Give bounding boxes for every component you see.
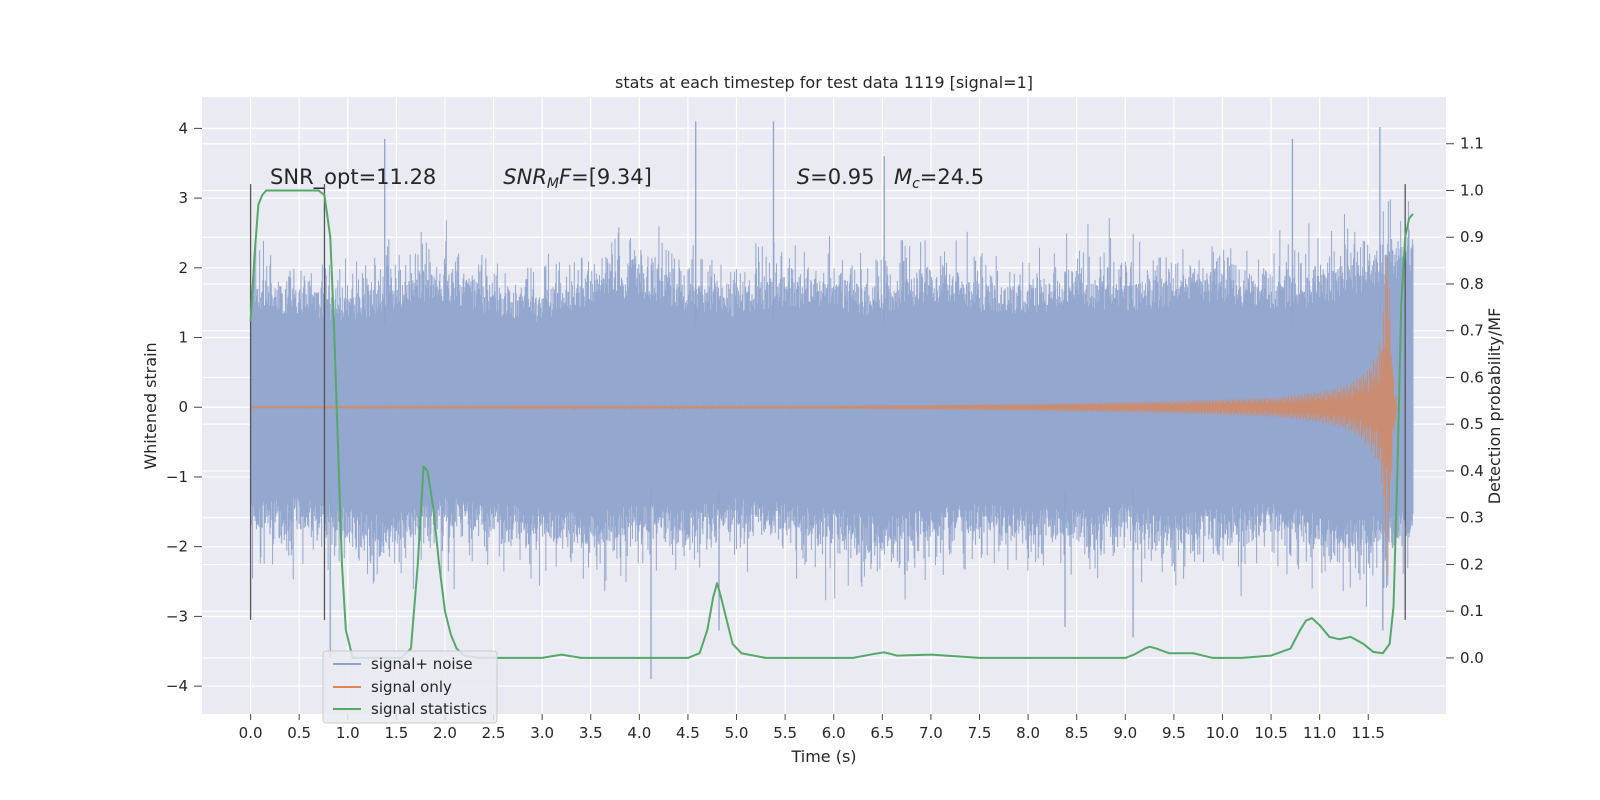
y-tick-label: 0	[178, 398, 188, 416]
x-tick-label: 8.0	[1016, 724, 1040, 742]
annotations: SNR_opt=11.28 SNRMF=[9.34] S=0.95 Mc=24.…	[270, 165, 984, 192]
y2-tick-label: 0.0	[1460, 649, 1484, 667]
y2-tick-label: 0.5	[1460, 415, 1484, 433]
legend-box	[322, 650, 498, 724]
y2-tick-label: 1.0	[1460, 181, 1484, 199]
annotation-mc: Mc=24.5	[894, 165, 984, 192]
x-tick-label: 10.0	[1206, 724, 1239, 742]
y-tick-label: −1	[166, 468, 188, 486]
y2-tick-label: 0.3	[1460, 509, 1484, 527]
series-signal-only	[250, 256, 1398, 576]
y-tick-label: 4	[178, 119, 188, 137]
y-axis-label: Whitened strain	[141, 342, 160, 469]
legend: signal+ noise signal only signal statist…	[322, 650, 498, 724]
y-tick-label: 3	[178, 189, 188, 207]
y-tick-label: −2	[166, 538, 188, 556]
x-tick-label: 1.5	[384, 724, 408, 742]
y2-tick-label: 0.2	[1460, 555, 1484, 573]
x-tick-label: 5.5	[773, 724, 797, 742]
x-tick-label: 7.5	[968, 724, 992, 742]
x-tick-label: 0.5	[287, 724, 311, 742]
y-tick-label: 1	[178, 329, 188, 347]
legend-label-signal-statistics: signal statistics	[371, 700, 487, 718]
x-tick-label: 9.0	[1113, 724, 1137, 742]
x-tick-label: 6.5	[870, 724, 894, 742]
annotation-s: S=0.95	[797, 165, 875, 189]
x-tick-label: 3.5	[579, 724, 603, 742]
x-tick-label: 4.0	[627, 724, 651, 742]
x-tick-label: 2.0	[433, 724, 457, 742]
x-tick-label: 5.0	[725, 724, 749, 742]
x-tick-label: 3.0	[530, 724, 554, 742]
x-tick-label: 7.0	[919, 724, 943, 742]
signal-only-line	[250, 256, 1398, 576]
annotation-snr-opt: SNR_opt=11.28	[270, 165, 436, 190]
x-tick-label: 8.5	[1065, 724, 1089, 742]
y-tick-label: −3	[166, 607, 188, 625]
x-tick-label: 6.0	[822, 724, 846, 742]
x-tick-label: 0.0	[239, 724, 263, 742]
x-tick-label: 11.5	[1352, 724, 1385, 742]
y2-tick-label: 0.9	[1460, 228, 1484, 246]
chart-title: stats at each timestep for test data 111…	[615, 73, 1033, 92]
y2-axis-label: Detection probability/MF	[1485, 308, 1504, 505]
y-tick-label: 2	[178, 259, 188, 277]
y2-axis-ticks: 0.0 0.1 0.2 0.3 0.4 0.5 0.6 0.7 0.8 0.9 1.0 1.1	[1446, 135, 1484, 667]
y-axis-ticks: −4 −3 −2 −1 0 1 2 3 4	[166, 119, 202, 695]
x-axis-label: Time (s)	[790, 747, 856, 766]
y2-tick-label: 0.4	[1460, 462, 1484, 480]
x-tick-label: 9.5	[1162, 724, 1186, 742]
y2-tick-label: 0.6	[1460, 368, 1484, 386]
y2-tick-label: 0.1	[1460, 602, 1484, 620]
series-signal-statistics	[249, 189, 1414, 659]
x-tick-label: 2.5	[482, 724, 506, 742]
signal-statistics-line	[249, 189, 1414, 659]
y2-tick-label: 1.1	[1460, 135, 1484, 153]
y2-tick-label: 0.8	[1460, 275, 1484, 293]
y-tick-label: −4	[166, 677, 188, 695]
x-tick-label: 4.5	[676, 724, 700, 742]
x-tick-label: 11.0	[1303, 724, 1336, 742]
y2-tick-label: 0.7	[1460, 322, 1484, 340]
annotation-snr-mf: SNRMF=[9.34]	[503, 165, 652, 192]
x-tick-label: 10.5	[1254, 724, 1287, 742]
legend-label-signal-only: signal only	[371, 678, 452, 696]
x-tick-label: 1.0	[336, 724, 360, 742]
legend-label-signal-plus-noise: signal+ noise	[371, 655, 473, 673]
x-axis-ticks: 0.0 0.5 1.0 1.5 2.0 2.5 3.0 3.5 4.0 4.5 5.0 5.5 6.0 6…	[239, 714, 1385, 742]
vertical-markers	[249, 184, 1406, 620]
